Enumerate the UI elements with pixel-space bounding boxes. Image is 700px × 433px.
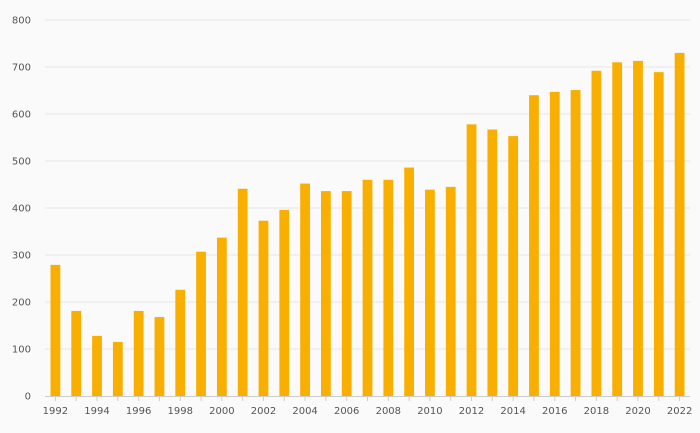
bar-1994[interactable] bbox=[92, 335, 102, 396]
bar-2000[interactable] bbox=[216, 237, 227, 396]
bar-2005[interactable] bbox=[320, 191, 331, 396]
y-tick-labels: 0 100 200 300 400 500 600 700 800 bbox=[12, 16, 31, 403]
y-tick-label-100: 100 bbox=[12, 345, 31, 356]
y-tick-label-700: 700 bbox=[12, 63, 31, 74]
x-tick-label-1994: 1994 bbox=[84, 406, 109, 417]
x-tick-label-1998: 1998 bbox=[168, 406, 193, 417]
axes bbox=[45, 396, 690, 401]
bar-2022[interactable] bbox=[674, 52, 685, 397]
x-tick-label-2020: 2020 bbox=[625, 406, 650, 417]
bar-2008[interactable] bbox=[383, 179, 394, 396]
x-tick-label-2002: 2002 bbox=[251, 406, 276, 417]
x-tick-label-2000: 2000 bbox=[209, 406, 234, 417]
bar-2004[interactable] bbox=[300, 183, 310, 396]
y-tick-label-500: 500 bbox=[12, 157, 31, 168]
bar-2015[interactable] bbox=[529, 95, 539, 396]
bar-1998[interactable] bbox=[175, 289, 186, 396]
bar-1995[interactable] bbox=[112, 341, 123, 396]
y-tick-label-600: 600 bbox=[12, 110, 31, 121]
x-tick-label-2022: 2022 bbox=[667, 406, 692, 417]
x-tick-label-2006: 2006 bbox=[334, 406, 359, 417]
y-tick-label-0: 0 bbox=[25, 392, 31, 403]
x-tick-labels: 1992 1994 1996 1998 2000 2002 2004 2006 2008 2010… bbox=[43, 406, 693, 417]
x-tick-label-2018: 2018 bbox=[584, 406, 609, 417]
bar-2010[interactable] bbox=[425, 189, 435, 396]
bar-2017[interactable] bbox=[570, 90, 581, 396]
y-tick-label-200: 200 bbox=[12, 298, 31, 309]
bar-1999[interactable] bbox=[196, 251, 206, 396]
x-tick-label-2010: 2010 bbox=[417, 406, 442, 417]
x-tick-label-2016: 2016 bbox=[542, 406, 567, 417]
x-tick-label-2004: 2004 bbox=[292, 406, 317, 417]
bar-2012[interactable] bbox=[466, 124, 477, 396]
y-tick-label-400: 400 bbox=[12, 204, 31, 215]
bar-1997[interactable] bbox=[154, 317, 165, 396]
bar-2003[interactable] bbox=[279, 209, 290, 396]
x-tick-label-2008: 2008 bbox=[376, 406, 401, 417]
bar-1992[interactable] bbox=[50, 264, 61, 396]
bar-2018[interactable] bbox=[591, 70, 602, 396]
bar-2016[interactable] bbox=[549, 91, 560, 396]
x-tick-label-1992: 1992 bbox=[43, 406, 68, 417]
bars bbox=[50, 52, 685, 397]
bar-2006[interactable] bbox=[341, 191, 352, 396]
bar-2011[interactable] bbox=[445, 186, 456, 396]
x-tick-label-1996: 1996 bbox=[126, 406, 151, 417]
y-tick-label-800: 800 bbox=[12, 16, 31, 27]
bar-2020[interactable] bbox=[633, 60, 643, 396]
bar-2009[interactable] bbox=[404, 167, 415, 396]
bar-2014[interactable] bbox=[508, 136, 519, 396]
bar-2019[interactable] bbox=[612, 62, 623, 397]
x-tick-label-2014: 2014 bbox=[500, 406, 525, 417]
bar-1993[interactable] bbox=[71, 310, 82, 396]
bar-1996[interactable] bbox=[133, 310, 144, 396]
bar-2007[interactable] bbox=[362, 179, 373, 396]
x-tick-label-2012: 2012 bbox=[459, 406, 484, 417]
y-tick-label-300: 300 bbox=[12, 251, 31, 262]
bar-2021[interactable] bbox=[653, 72, 664, 397]
bar-2001[interactable] bbox=[237, 188, 248, 396]
bar-2002[interactable] bbox=[258, 220, 269, 396]
bar-2013[interactable] bbox=[487, 129, 498, 396]
